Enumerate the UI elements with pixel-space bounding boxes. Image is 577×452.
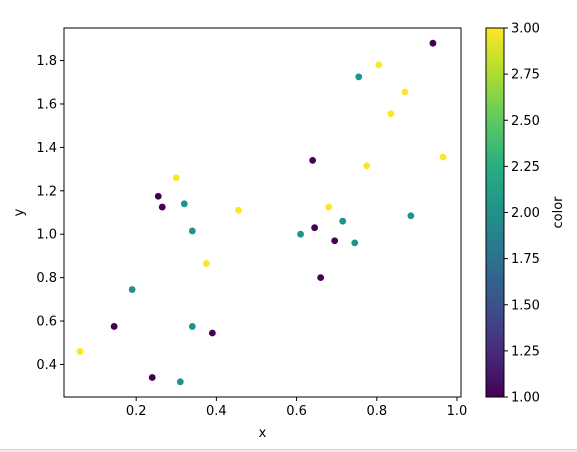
y-tick-label: 1.2 <box>36 184 57 199</box>
axes-frame <box>63 27 462 398</box>
data-point <box>429 39 437 47</box>
colorbar-ticks: 1.00 1.25 1.50 1.75 2.00 2.25 2.50 2.75 3.00 <box>504 22 540 406</box>
window-bottom-edge <box>0 449 577 452</box>
y-tick-label: 0.4 <box>36 358 57 373</box>
x-tick-label: 1.0 <box>447 404 468 419</box>
colorbar-tick-label: 2.25 <box>511 160 540 175</box>
y-tick-label: 0.8 <box>36 271 57 286</box>
colorbar-tick-label: 2.50 <box>511 114 540 129</box>
colorbar-tick-label: 3.00 <box>511 22 540 37</box>
data-point <box>363 162 371 170</box>
colorbar-tick-label: 1.75 <box>511 252 540 267</box>
y-tick-label: 1.6 <box>36 97 57 112</box>
data-point <box>148 374 156 381</box>
x-tick-label: 0.8 <box>366 404 387 419</box>
data-point <box>407 212 415 220</box>
colorbar-label: color <box>551 196 566 229</box>
data-point <box>158 203 166 211</box>
y-axis-ticks: 0.4 0.6 0.8 1.0 1.2 1.4 1.6 1.8 <box>36 54 64 373</box>
y-tick-label: 0.6 <box>36 315 57 330</box>
colorbar-tick-label: 2.00 <box>511 206 540 221</box>
data-point <box>439 153 447 161</box>
data-point <box>76 348 84 355</box>
x-tick-label: 0.6 <box>286 404 307 419</box>
data-point <box>176 378 184 386</box>
points-layer <box>76 39 447 386</box>
data-point <box>110 323 118 330</box>
data-point <box>154 192 162 200</box>
y-axis-label: y <box>12 208 27 216</box>
data-point <box>351 239 359 247</box>
data-point <box>401 88 409 96</box>
data-point <box>375 61 383 69</box>
y-tick-label: 1.8 <box>36 54 57 69</box>
colorbar-tick-label: 1.50 <box>511 298 540 313</box>
y-tick-label: 1.4 <box>36 141 57 156</box>
data-point <box>387 110 395 118</box>
data-point <box>172 174 180 182</box>
data-point <box>325 203 333 211</box>
colorbar-tick-label: 1.00 <box>511 391 540 406</box>
colorbar: 1.00 1.25 1.50 1.75 2.00 2.25 2.50 2.75 3.00 col… <box>485 22 566 406</box>
data-point <box>309 157 317 164</box>
y-tick-label: 1.0 <box>36 228 57 243</box>
data-point <box>188 323 196 330</box>
data-point <box>331 237 339 245</box>
data-point <box>297 230 304 238</box>
x-axis-label: x <box>259 426 267 441</box>
x-tick-label: 0.4 <box>206 404 227 419</box>
data-point <box>208 329 216 337</box>
colorbar-tick-label: 1.25 <box>511 344 540 359</box>
data-point <box>188 227 196 235</box>
data-point <box>128 286 136 293</box>
data-point <box>235 206 242 214</box>
colorbar-gradient <box>486 28 504 397</box>
data-point <box>317 274 325 282</box>
data-point <box>180 200 188 208</box>
data-point <box>311 224 319 232</box>
data-point <box>355 73 363 81</box>
x-tick-label: 0.2 <box>126 404 147 419</box>
colorbar-tick-label: 2.75 <box>511 68 540 83</box>
data-point <box>202 260 210 267</box>
x-axis-ticks: 0.2 0.4 0.6 0.8 1.0 <box>126 397 467 419</box>
plot-area: 0.2 0.4 0.6 0.8 1.0 0.4 0.6 0.8 1.0 1.2 1.4 1.6 1.8… <box>12 27 467 441</box>
data-point <box>339 217 347 225</box>
